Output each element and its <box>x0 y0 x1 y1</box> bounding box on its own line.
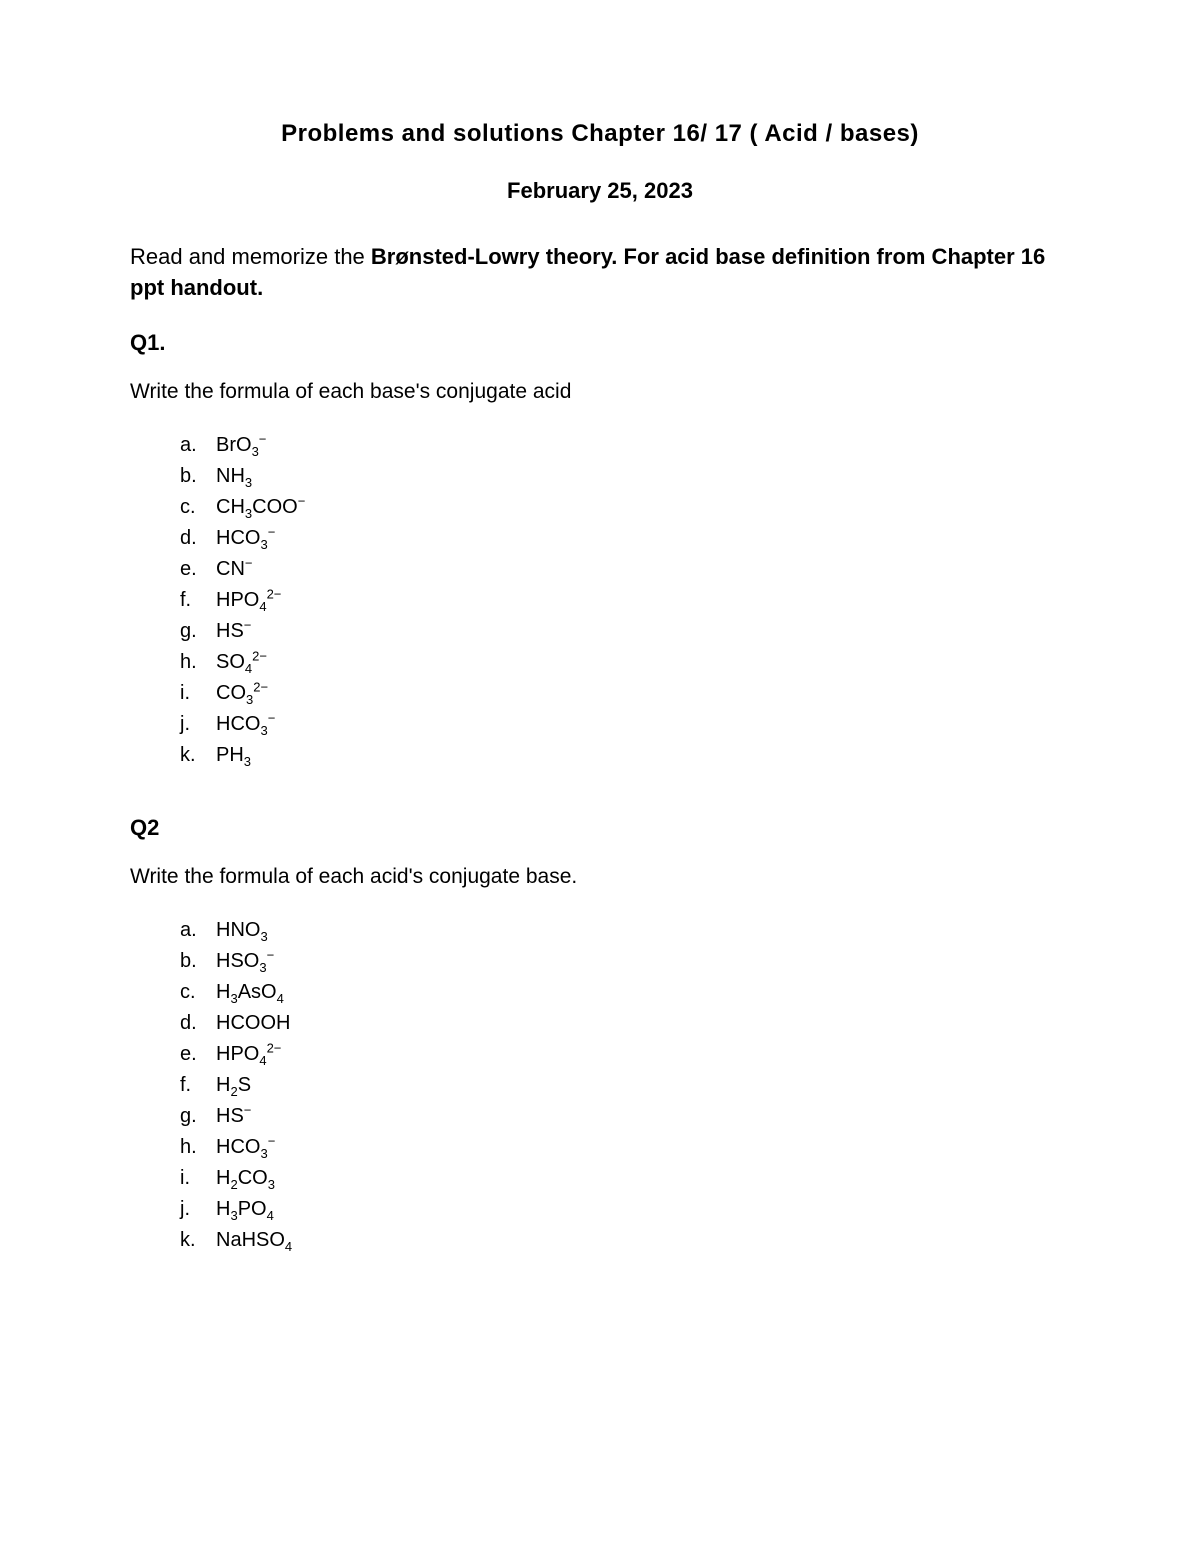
item-formula: HNO3 <box>216 915 1070 946</box>
list-item: k.NaHSO4 <box>180 1225 1070 1256</box>
item-formula: H3AsO4 <box>216 977 1070 1008</box>
item-marker: j. <box>180 1194 216 1225</box>
item-marker: d. <box>180 1008 216 1039</box>
item-formula: PH3 <box>216 740 1070 771</box>
item-marker: k. <box>180 740 216 771</box>
list-item: g.HS− <box>180 1101 1070 1132</box>
page: Problems and solutions Chapter 16/ 17 ( … <box>0 0 1200 1356</box>
item-formula: CH3COO− <box>216 492 1070 523</box>
q2-header: Q2 <box>130 815 1070 841</box>
list-item: k.PH3 <box>180 740 1070 771</box>
item-formula: HCO3− <box>216 1132 1070 1163</box>
item-formula: HCOOH <box>216 1008 1070 1039</box>
list-item: j.H3PO4 <box>180 1194 1070 1225</box>
list-item: h.HCO3− <box>180 1132 1070 1163</box>
item-formula: H2S <box>216 1070 1070 1101</box>
q2-prompt: Write the formula of each acid's conjuga… <box>130 865 1070 889</box>
list-item: c.CH3COO− <box>180 492 1070 523</box>
item-marker: h. <box>180 1132 216 1163</box>
item-formula: HCO3− <box>216 523 1070 554</box>
list-item: i.CO32− <box>180 678 1070 709</box>
item-formula: NaHSO4 <box>216 1225 1070 1256</box>
item-marker: g. <box>180 616 216 647</box>
item-marker: f. <box>180 585 216 616</box>
item-marker: b. <box>180 461 216 492</box>
list-item: g.HS− <box>180 616 1070 647</box>
item-formula: HPO42− <box>216 585 1070 616</box>
intro-lead: Read and memorize the <box>130 244 371 269</box>
item-formula: NH3 <box>216 461 1070 492</box>
item-marker: h. <box>180 647 216 678</box>
item-formula: HS− <box>216 616 1070 647</box>
item-formula: SO42− <box>216 647 1070 678</box>
item-formula: CN− <box>216 554 1070 585</box>
item-marker: e. <box>180 554 216 585</box>
list-item: j.HCO3− <box>180 709 1070 740</box>
page-title: Problems and solutions Chapter 16/ 17 ( … <box>130 120 1070 148</box>
item-marker: f. <box>180 1070 216 1101</box>
item-marker: g. <box>180 1101 216 1132</box>
list-item: i.H2CO3 <box>180 1163 1070 1194</box>
q1-list: a.BrO3−b.NH3c.CH3COO−d.HCO3−e.CN−f.HPO42… <box>180 430 1070 771</box>
list-item: d.HCOOH <box>180 1008 1070 1039</box>
item-formula: HCO3− <box>216 709 1070 740</box>
item-marker: j. <box>180 709 216 740</box>
list-item: a.BrO3− <box>180 430 1070 461</box>
list-item: h.SO42− <box>180 647 1070 678</box>
item-formula: HSO3− <box>216 946 1070 977</box>
list-item: b.HSO3− <box>180 946 1070 977</box>
q2-list: a.HNO3b.HSO3−c.H3AsO4d.HCOOHe.HPO42−f.H2… <box>180 915 1070 1256</box>
item-formula: HS− <box>216 1101 1070 1132</box>
page-date: February 25, 2023 <box>130 178 1070 204</box>
item-marker: b. <box>180 946 216 977</box>
list-item: f.HPO42− <box>180 585 1070 616</box>
item-marker: a. <box>180 915 216 946</box>
list-item: d.HCO3− <box>180 523 1070 554</box>
list-item: b.NH3 <box>180 461 1070 492</box>
item-marker: d. <box>180 523 216 554</box>
item-formula: HPO42− <box>216 1039 1070 1070</box>
q1-prompt: Write the formula of each base's conjuga… <box>130 380 1070 404</box>
item-marker: a. <box>180 430 216 461</box>
item-marker: c. <box>180 977 216 1008</box>
item-marker: i. <box>180 1163 216 1194</box>
item-formula: CO32− <box>216 678 1070 709</box>
q1-header: Q1. <box>130 330 1070 356</box>
item-formula: H2CO3 <box>216 1163 1070 1194</box>
list-item: a.HNO3 <box>180 915 1070 946</box>
list-item: f.H2S <box>180 1070 1070 1101</box>
list-item: e.HPO42− <box>180 1039 1070 1070</box>
item-marker: e. <box>180 1039 216 1070</box>
item-marker: c. <box>180 492 216 523</box>
item-formula: H3PO4 <box>216 1194 1070 1225</box>
list-item: c.H3AsO4 <box>180 977 1070 1008</box>
list-item: e.CN− <box>180 554 1070 585</box>
item-formula: BrO3− <box>216 430 1070 461</box>
item-marker: i. <box>180 678 216 709</box>
intro-paragraph: Read and memorize the Brønsted-Lowry the… <box>130 242 1070 304</box>
item-marker: k. <box>180 1225 216 1256</box>
